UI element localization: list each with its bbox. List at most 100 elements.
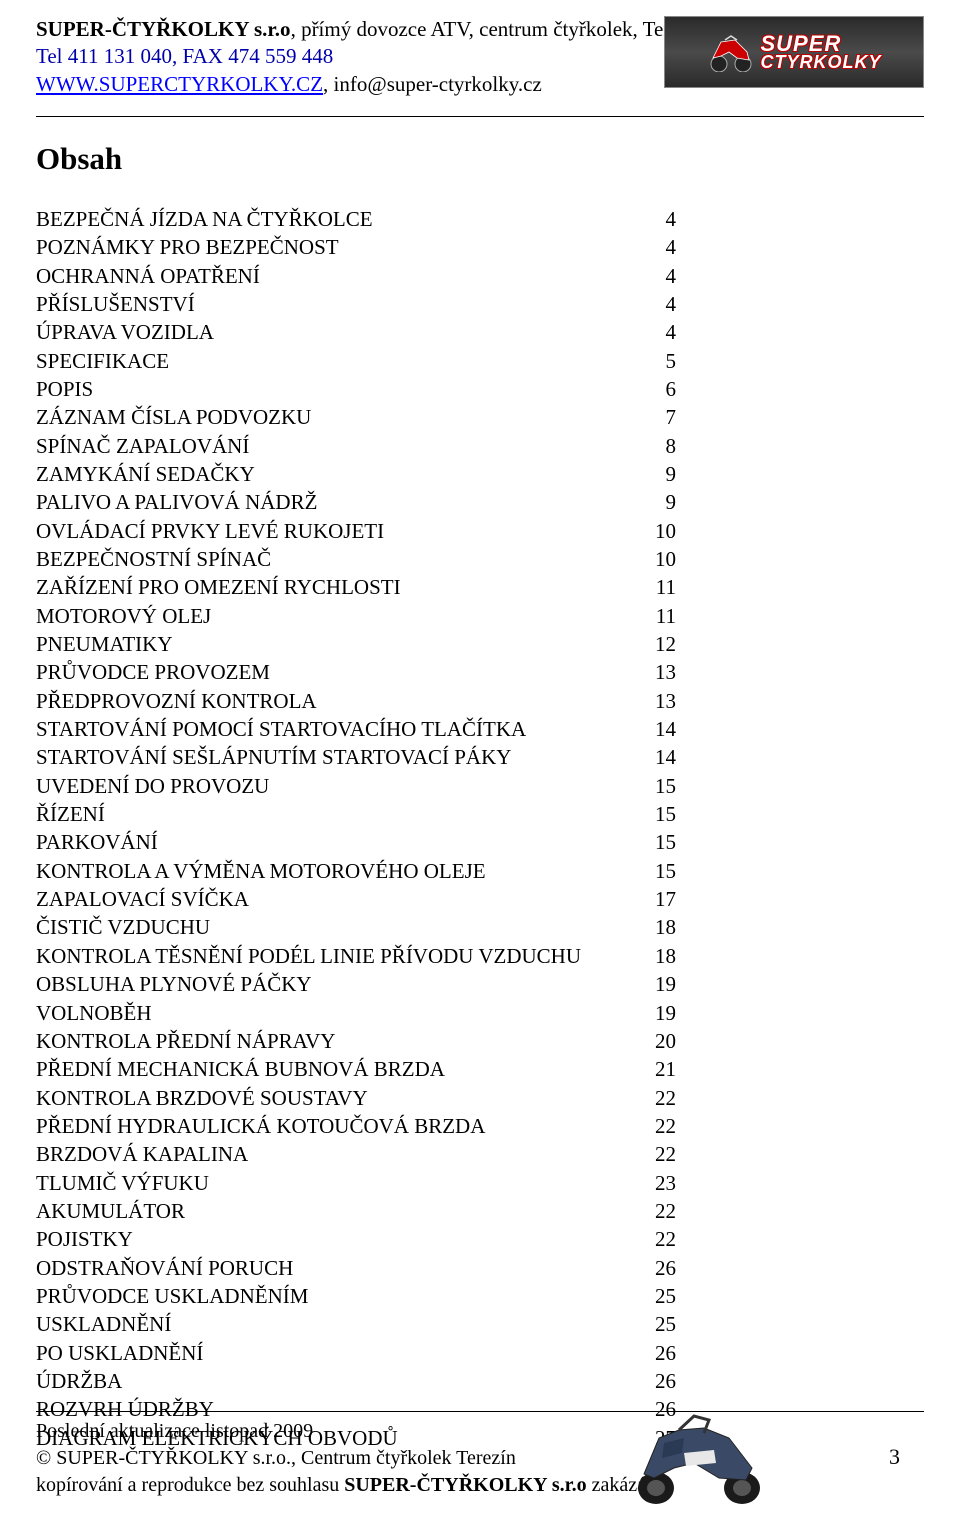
- footer-line-3-bold: SUPER-ČTYŘKOLKY s.r.o: [344, 1474, 586, 1496]
- company-logo: SUPER CTYRKOLKY: [664, 16, 924, 88]
- toc-page-number: 10: [645, 545, 676, 573]
- toc-page-number: 11: [646, 602, 676, 630]
- toc-row: PO USKLADNĚNÍ26: [36, 1339, 676, 1367]
- toc-page-number: 21: [645, 1055, 676, 1083]
- toc-label: USKLADNĚNÍ: [36, 1310, 645, 1338]
- toc-row: PŘEDNÍ HYDRAULICKÁ KOTOUČOVÁ BRZDA22: [36, 1112, 676, 1140]
- toc-page-number: 26: [645, 1339, 676, 1367]
- document-footer: Poslední aktualizace listopad 2009 © SUP…: [36, 1411, 924, 1499]
- toc-row: POJISTKY22: [36, 1225, 676, 1253]
- toc-row: VOLNOBĚH19: [36, 999, 676, 1027]
- footer-line-1: Poslední aktualizace listopad 2009: [36, 1418, 924, 1445]
- website-link[interactable]: WWW.SUPERCTYRKOLKY.CZ: [36, 72, 323, 96]
- toc-row: STARTOVÁNÍ SEŠLÁPNUTÍM STARTOVACÍ PÁKY14: [36, 743, 676, 771]
- toc-label: VOLNOBĚH: [36, 999, 645, 1027]
- toc-page-number: 11: [646, 573, 676, 601]
- toc-row: ZAPALOVACÍ SVÍČKA17: [36, 885, 676, 913]
- toc-label: KONTROLA A VÝMĚNA MOTOROVÉHO OLEJE: [36, 857, 645, 885]
- toc-page-number: 25: [645, 1282, 676, 1310]
- toc-page-number: 15: [645, 828, 676, 856]
- toc-label: PŘÍSLUŠENSTVÍ: [36, 290, 646, 318]
- toc-label: PRŮVODCE USKLADNĚNÍM: [36, 1282, 645, 1310]
- logo-text-line1: SUPER: [761, 34, 882, 54]
- toc-label: OVLÁDACÍ PRVKY LEVÉ RUKOJETI: [36, 517, 645, 545]
- toc-label: ZAŘÍZENÍ PRO OMEZENÍ RYCHLOSTI: [36, 573, 646, 601]
- toc-label: ZAPALOVACÍ SVÍČKA: [36, 885, 645, 913]
- toc-label: OCHRANNÁ OPATŘENÍ: [36, 262, 646, 290]
- toc-row: BEZPEČNÁ JÍZDA NA ČTYŘKOLCE4: [36, 205, 676, 233]
- toc-label: AKUMULÁTOR: [36, 1197, 645, 1225]
- toc-page-number: 26: [645, 1254, 676, 1282]
- toc-row: KONTROLA PŘEDNÍ NÁPRAVY20: [36, 1027, 676, 1055]
- toc-row: USKLADNĚNÍ25: [36, 1310, 676, 1338]
- toc-page-number: 12: [645, 630, 676, 658]
- toc-page-number: 25: [645, 1310, 676, 1338]
- toc-page-number: 10: [645, 517, 676, 545]
- toc-label: KONTROLA TĚSNĚNÍ PODÉL LINIE PŘÍVODU VZD…: [36, 942, 645, 970]
- logo-text-line2: CTYRKOLKY: [761, 54, 882, 70]
- toc-row: KONTROLA A VÝMĚNA MOTOROVÉHO OLEJE15: [36, 857, 676, 885]
- toc-label: ZÁZNAM ČÍSLA PODVOZKU: [36, 403, 646, 431]
- toc-page-number: 18: [645, 913, 676, 941]
- toc-label: OBSLUHA PLYNOVÉ PÁČKY: [36, 970, 645, 998]
- toc-label: SPECIFIKACE: [36, 347, 646, 375]
- toc-row: POPIS6: [36, 375, 676, 403]
- toc-label: ODSTRAŇOVÁNÍ PORUCH: [36, 1254, 645, 1282]
- toc-label: ČISTIČ VZDUCHU: [36, 913, 645, 941]
- toc-label: ÚPRAVA VOZIDLA: [36, 318, 646, 346]
- toc-page-number: 15: [645, 800, 676, 828]
- toc-row: PALIVO A PALIVOVÁ NÁDRŽ9: [36, 488, 676, 516]
- toc-page-number: 7: [646, 403, 676, 431]
- toc-row: KONTROLA BRZDOVÉ SOUSTAVY22: [36, 1084, 676, 1112]
- toc-page-number: 4: [646, 318, 676, 346]
- toc-row: MOTOROVÝ OLEJ11: [36, 602, 676, 630]
- toc-row: OVLÁDACÍ PRVKY LEVÉ RUKOJETI10: [36, 517, 676, 545]
- toc-row: PNEUMATIKY12: [36, 630, 676, 658]
- toc-page-number: 14: [645, 743, 676, 771]
- toc-row: PŘEDPROVOZNÍ KONTROLA13: [36, 687, 676, 715]
- footer-line-3: kopírování a reprodukce bez souhlasu SUP…: [36, 1472, 924, 1499]
- toc-page-number: 6: [646, 375, 676, 403]
- toc-row: POZNÁMKY PRO BEZPEČNOST4: [36, 233, 676, 261]
- toc-page-number: 15: [645, 857, 676, 885]
- toc-page-number: 20: [645, 1027, 676, 1055]
- toc-page-number: 9: [646, 488, 676, 516]
- toc-page-number: 22: [645, 1112, 676, 1140]
- toc-row: ZÁZNAM ČÍSLA PODVOZKU7: [36, 403, 676, 431]
- toc-label: KONTROLA PŘEDNÍ NÁPRAVY: [36, 1027, 645, 1055]
- toc-row: PARKOVÁNÍ15: [36, 828, 676, 856]
- toc-row: OCHRANNÁ OPATŘENÍ4: [36, 262, 676, 290]
- toc-label: STARTOVÁNÍ SEŠLÁPNUTÍM STARTOVACÍ PÁKY: [36, 743, 645, 771]
- email-separator: ,: [323, 72, 334, 96]
- toc-page-number: 4: [646, 205, 676, 233]
- footer-content: Poslední aktualizace listopad 2009 © SUP…: [36, 1418, 924, 1499]
- toc-label: POZNÁMKY PRO BEZPEČNOST: [36, 233, 646, 261]
- toc-page-number: 9: [646, 460, 676, 488]
- toc-label: KONTROLA BRZDOVÉ SOUSTAVY: [36, 1084, 645, 1112]
- toc-row: TLUMIČ VÝFUKU23: [36, 1169, 676, 1197]
- toc-row: ODSTRAŇOVÁNÍ PORUCH26: [36, 1254, 676, 1282]
- toc-page-number: 22: [645, 1225, 676, 1253]
- atv-icon: [707, 32, 755, 72]
- page-title: Obsah: [36, 141, 924, 177]
- toc-row: PŘEDNÍ MECHANICKÁ BUBNOVÁ BRZDA21: [36, 1055, 676, 1083]
- toc-label: PNEUMATIKY: [36, 630, 645, 658]
- toc-label: SPÍNAČ ZAPALOVÁNÍ: [36, 432, 646, 460]
- toc-label: MOTOROVÝ OLEJ: [36, 602, 646, 630]
- toc-label: BEZPEČNOSTNÍ SPÍNAČ: [36, 545, 645, 573]
- toc-label: PALIVO A PALIVOVÁ NÁDRŽ: [36, 488, 646, 516]
- toc-row: OBSLUHA PLYNOVÉ PÁČKY19: [36, 970, 676, 998]
- toc-label: PRŮVODCE PROVOZEM: [36, 658, 645, 686]
- toc-label: PŘEDNÍ HYDRAULICKÁ KOTOUČOVÁ BRZDA: [36, 1112, 645, 1140]
- toc-page-number: 15: [645, 772, 676, 800]
- table-of-contents: BEZPEČNÁ JÍZDA NA ČTYŘKOLCE4POZNÁMKY PRO…: [36, 205, 924, 1452]
- toc-page-number: 14: [645, 715, 676, 743]
- toc-page-number: 4: [646, 233, 676, 261]
- toc-row: ČISTIČ VZDUCHU18: [36, 913, 676, 941]
- toc-page-number: 13: [645, 687, 676, 715]
- toc-page-number: 4: [646, 262, 676, 290]
- logo-text: SUPER CTYRKOLKY: [761, 34, 882, 70]
- toc-row: ÚPRAVA VOZIDLA4: [36, 318, 676, 346]
- toc-label: POPIS: [36, 375, 646, 403]
- toc-row: ZAMYKÁNÍ SEDAČKY9: [36, 460, 676, 488]
